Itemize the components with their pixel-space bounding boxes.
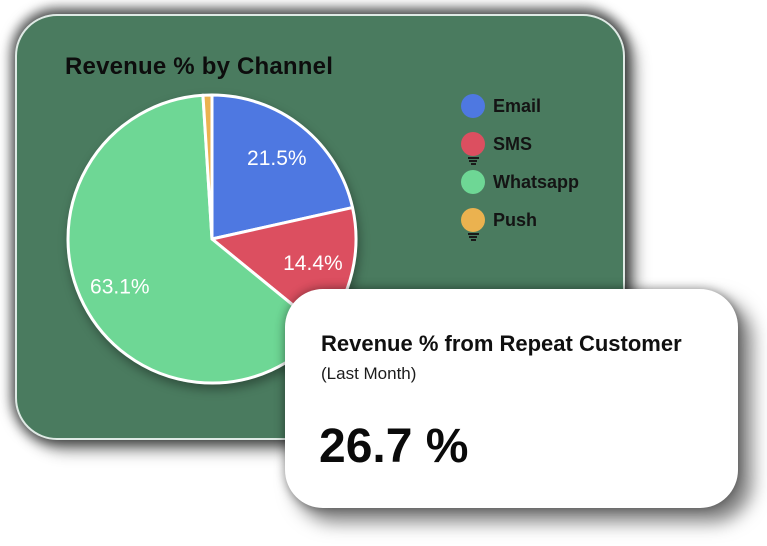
repeat-customer-card: Revenue % from Repeat Customer (Last Mon… — [285, 289, 738, 508]
pie-slice-whatsapp[interactable] — [66, 93, 326, 385]
legend-pin-mark-icon — [467, 157, 479, 166]
legend-pin-mark-icon — [467, 233, 479, 242]
legend-item-email[interactable]: Email — [461, 94, 579, 118]
pie-percent-label-email: 21.5% — [247, 147, 307, 170]
chart-legend: Email SMS Whatsapp Push — [461, 94, 579, 246]
channel-revenue-card: Revenue % by Channel 21.5% 14.4% 63.1% Ema… — [15, 14, 625, 440]
pie-slice-email[interactable] — [210, 93, 355, 241]
legend-label-sms: SMS — [493, 133, 533, 154]
stat-card-value: 26.7 % — [319, 420, 469, 473]
pie-chart: 21.5% 14.4% 63.1% — [64, 91, 360, 387]
pie-chart-svg: 21.5% 14.4% 63.1% — [66, 93, 358, 385]
legend-dot-whatsapp-icon — [461, 170, 485, 194]
pie-slice-push[interactable] — [201, 93, 214, 241]
legend-label-push: Push — [493, 209, 538, 230]
legend-item-sms[interactable]: SMS — [461, 132, 579, 165]
legend-item-push[interactable]: Push — [461, 208, 579, 241]
legend-dot-sms-icon — [461, 132, 485, 156]
legend-item-whatsapp[interactable]: Whatsapp — [461, 170, 579, 194]
legend-dot-email-icon — [461, 94, 485, 118]
chart-title: Revenue % by Channel — [65, 53, 334, 80]
stat-card-subtitle: (Last Month) — [321, 364, 417, 383]
stat-card-title: Revenue % from Repeat Customer — [321, 331, 682, 356]
pie-percent-label-whatsapp: 63.1% — [90, 275, 150, 298]
legend-label-whatsapp: Whatsapp — [493, 171, 580, 192]
pie-percent-label-sms: 14.4% — [283, 252, 343, 275]
legend-label-email: Email — [493, 95, 542, 116]
legend-dot-push-icon — [461, 208, 485, 232]
